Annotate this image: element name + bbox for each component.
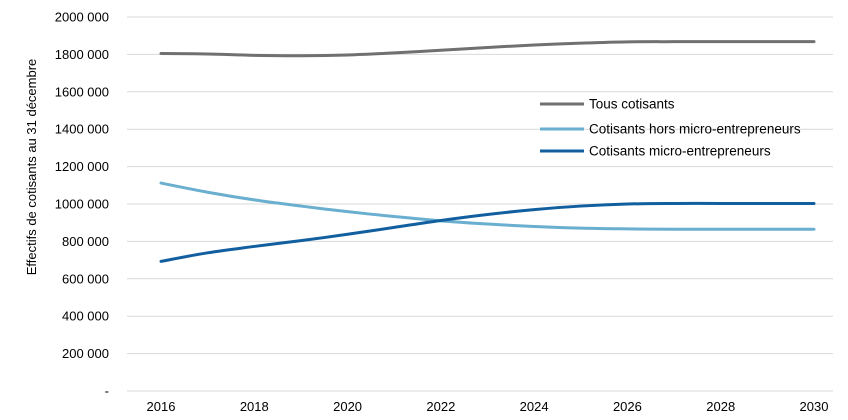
y-axis-label: Effectifs de cotisants au 31 décembre (24, 59, 39, 276)
grid-lines (127, 16, 833, 355)
legend: Tous cotisants Cotisants hors micro-entre… (540, 97, 801, 159)
y-tick-label: 2000 000 (55, 10, 109, 25)
axes: - 200 000 400 000 600 000 800 000 1000 000 120… (55, 10, 833, 414)
x-tick-label: 2020 (333, 399, 362, 414)
x-tick-label: 2022 (426, 399, 455, 414)
series-line-2 (159, 181, 816, 231)
x-tick-label: 2028 (706, 399, 735, 414)
y-tick-label: 600 000 (62, 271, 109, 286)
legend-label: Cotisants hors micro-entrepreneurs (589, 122, 801, 137)
y-tick-label: 1200 000 (55, 159, 109, 174)
y-tick-label: 1800 000 (55, 47, 109, 62)
x-tick-label: 2026 (613, 399, 642, 414)
y-tick-label: - (105, 384, 109, 399)
y-tick-label: 1400 000 (55, 122, 109, 137)
series-line-3 (159, 201, 816, 263)
x-tick-label: 2018 (240, 399, 269, 414)
x-tick-label: 2024 (520, 399, 549, 414)
y-tick-label: 800 000 (62, 234, 109, 249)
y-tick-label: 1600 000 (55, 84, 109, 99)
x-tick-label: 2030 (800, 399, 829, 414)
legend-label: Cotisants micro-entrepreneurs (589, 144, 771, 159)
y-tick-label: 400 000 (62, 309, 109, 324)
legend-label: Tous cotisants (589, 97, 675, 112)
series-line-1 (159, 40, 816, 58)
x-tick-label: 2016 (147, 399, 176, 414)
series-lines (159, 40, 816, 263)
y-tick-label: 200 000 (62, 346, 109, 361)
y-tick-label: 1000 000 (55, 197, 109, 212)
